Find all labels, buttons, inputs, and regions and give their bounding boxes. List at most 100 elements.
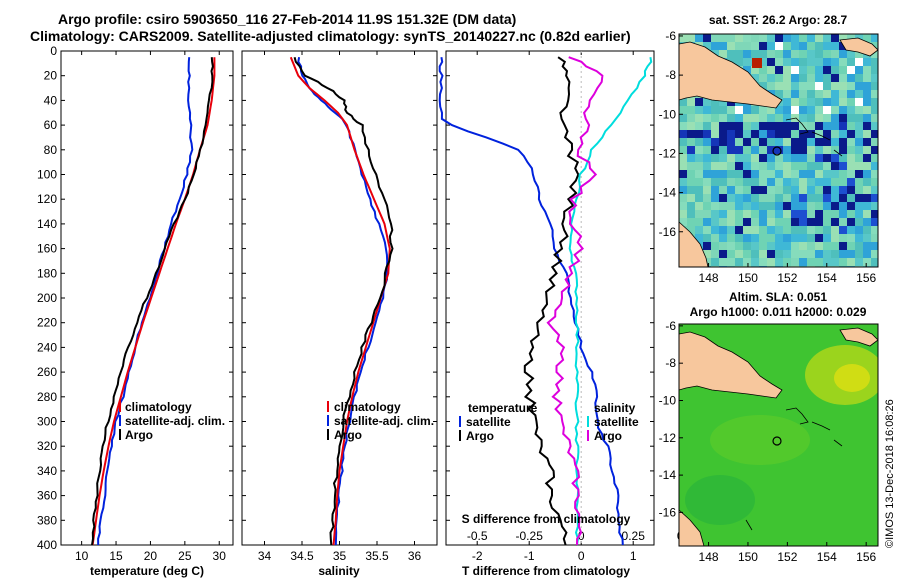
sst-pixel — [687, 226, 695, 234]
sst-pixel — [727, 42, 735, 50]
sst-pixel — [799, 250, 807, 258]
sst-pixel — [823, 58, 831, 66]
sst-pixel — [751, 178, 759, 186]
sst-pixel — [831, 66, 839, 74]
sst-pixel — [807, 242, 815, 250]
sst-pixel — [679, 130, 687, 138]
sst-pixel — [743, 122, 751, 130]
sst-pixel — [727, 194, 735, 202]
sst-pixel — [727, 106, 735, 114]
sst-pixel — [767, 162, 775, 170]
sst-pixel — [711, 234, 719, 242]
sst-pixel — [695, 170, 703, 178]
sst-pixel — [735, 146, 743, 154]
sla-mid-blob — [710, 415, 810, 465]
australia-coast — [679, 221, 709, 267]
sst-pixel — [679, 106, 687, 114]
sst-pixel — [679, 170, 687, 178]
sst-pixel — [791, 66, 799, 74]
sst-pixel — [831, 162, 839, 170]
sst-pixel — [855, 66, 863, 74]
sst-pixel — [847, 82, 855, 90]
sst-pixel — [775, 106, 783, 114]
sst-pixel — [855, 234, 863, 242]
sst-pixel — [695, 154, 703, 162]
sst-pixel — [727, 186, 735, 194]
sst-pixel — [767, 258, 775, 266]
sst-pixel — [679, 98, 687, 106]
sst-pixel — [855, 250, 863, 258]
sst-pixel — [855, 74, 863, 82]
sst-pixel — [799, 202, 807, 210]
sst-pixel — [791, 106, 799, 114]
sst-pixel — [871, 82, 878, 90]
sst-pixel — [839, 114, 847, 122]
sst-pixel — [703, 178, 711, 186]
sst-pixel — [807, 114, 815, 122]
sst-pixel — [759, 210, 767, 218]
x-tick-label: 34.5 — [290, 549, 314, 563]
sst-pixel — [687, 138, 695, 146]
sst-pixel — [743, 202, 751, 210]
sst-pixel — [687, 146, 695, 154]
sst-pixel — [815, 98, 823, 106]
sst-pixel — [743, 34, 751, 42]
sst-pixel — [735, 210, 743, 218]
sst-pixel — [839, 130, 847, 138]
sst-pixel — [719, 170, 727, 178]
sst-pixel — [791, 98, 799, 106]
sst-pixel — [719, 250, 727, 258]
sst-pixel — [759, 234, 767, 242]
x-tick-label: 34 — [258, 549, 272, 563]
sst-pixel — [839, 138, 847, 146]
sst-pixel — [679, 34, 687, 42]
sst-pixel — [831, 82, 839, 90]
sst-pixel — [855, 122, 863, 130]
sst-pixel — [863, 114, 871, 122]
argo-temperature-line — [91, 57, 214, 546]
sst-pixel — [815, 122, 823, 130]
sst-pixel — [743, 250, 751, 258]
sst-pixel — [775, 210, 783, 218]
salinity-panel: 34 34.5 35 35.5 36 climatology satellite-adj… — [241, 50, 438, 578]
longitude-tick-label: 152 — [777, 271, 797, 285]
sst-pixel — [727, 258, 735, 266]
sst-pixel — [839, 202, 847, 210]
sst-pixel — [823, 226, 831, 234]
depth-tick-label: 280 — [37, 390, 57, 404]
sst-pixel — [767, 114, 775, 122]
sst-pixel — [815, 58, 823, 66]
sst-pixel — [679, 114, 687, 122]
sst-pixel — [759, 66, 767, 74]
sst-pixel — [831, 242, 839, 250]
salinity-plot-frame — [241, 50, 438, 546]
sst-pixel — [799, 90, 807, 98]
sst-pixel — [831, 34, 839, 42]
sst-pixel — [807, 66, 815, 74]
sst-pixel — [711, 130, 719, 138]
sst-pixel — [855, 178, 863, 186]
sst-pixel — [823, 90, 831, 98]
sst-pixel — [775, 202, 783, 210]
s-argo-difference-line — [546, 56, 604, 546]
sst-pixel — [679, 178, 687, 186]
longitude-tick-label: 156 — [856, 550, 876, 564]
sst-pixel — [711, 242, 719, 250]
sst-pixel — [855, 242, 863, 250]
t-argo-difference-line — [523, 56, 580, 546]
sst-pixel — [839, 194, 847, 202]
sst-pixel — [791, 146, 799, 154]
sst-pixel — [767, 250, 775, 258]
sst-pixel — [855, 114, 863, 122]
sst-pixel — [791, 194, 799, 202]
sst-pixel — [751, 130, 759, 138]
sst-pixel — [807, 210, 815, 218]
sst-pixel — [703, 154, 711, 162]
sst-pixel — [711, 210, 719, 218]
sst-pixel — [735, 162, 743, 170]
sst-pixel — [703, 106, 711, 114]
sst-pixel — [743, 138, 751, 146]
depth-tick-label: 400 — [37, 538, 57, 552]
sst-pixel — [863, 226, 871, 234]
sst-pixel — [695, 98, 703, 106]
